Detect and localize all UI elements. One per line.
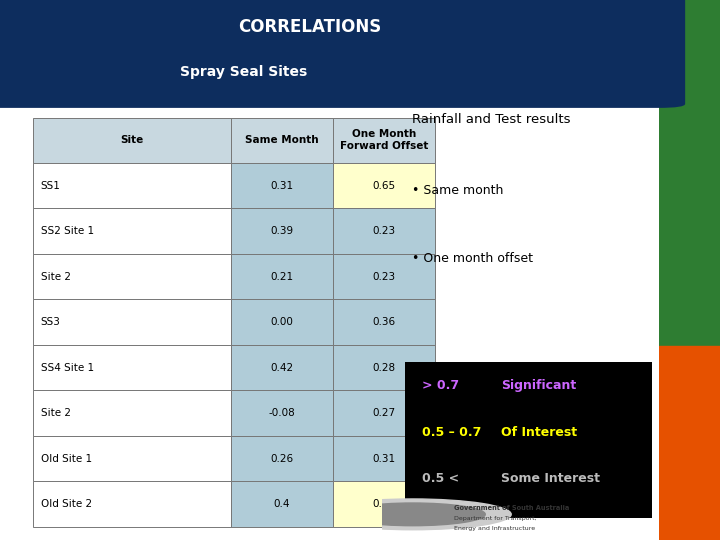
Text: 0.4: 0.4 [274,499,290,509]
Bar [230,390,333,436]
Text: Site 2: Site 2 [41,408,71,418]
Text: Old Site 2: Old Site 2 [41,499,92,509]
Bar [230,163,333,208]
Text: -0.08: -0.08 [269,408,295,418]
Circle shape [314,499,511,530]
Bar [230,208,333,254]
Text: Government of South Australia: Government of South Australia [454,505,570,511]
Text: SS1: SS1 [41,181,60,191]
Text: 0.36: 0.36 [372,317,395,327]
Text: 0.21: 0.21 [270,272,293,282]
Text: 0.65: 0.65 [372,181,395,191]
Bar [333,254,435,299]
Text: SS2 Site 1: SS2 Site 1 [41,226,94,236]
Text: 0.42: 0.42 [270,363,293,373]
Bar [230,345,333,390]
Bar [230,481,333,527]
Bar [33,345,230,390]
Bar [33,118,230,163]
Bar [33,390,230,436]
Bar [333,208,435,254]
Bar [659,0,720,346]
Bar [33,481,230,527]
Text: Rainfall and Test results: Rainfall and Test results [412,113,570,126]
Text: Of Interest: Of Interest [500,426,577,438]
Bar [33,163,230,208]
Text: • One month offset: • One month offset [412,252,533,265]
Bar [33,436,230,481]
Bar [230,254,333,299]
Text: Old Site 1: Old Site 1 [41,454,92,463]
Text: Department for Transport,: Department for Transport, [454,516,537,522]
Text: SS3: SS3 [41,317,60,327]
Text: Site: Site [120,135,143,145]
Bar [333,436,435,481]
Bar [230,299,333,345]
Bar [230,436,333,481]
Text: Spray Seal Sites: Spray Seal Sites [180,65,307,79]
Text: Some Interest: Some Interest [500,472,600,485]
FancyBboxPatch shape [0,0,685,108]
Text: Significant: Significant [500,380,576,393]
Text: Site 2: Site 2 [41,272,71,282]
Text: 0.31: 0.31 [270,181,293,191]
Bar [333,118,435,163]
Text: 0.31: 0.31 [372,454,395,463]
Text: 0.39: 0.39 [270,226,293,236]
Bar [230,118,333,163]
Text: 0.23: 0.23 [372,226,395,236]
Text: 0.58: 0.58 [372,499,395,509]
Text: 0.5 – 0.7: 0.5 – 0.7 [422,426,481,438]
Text: 0.00: 0.00 [270,317,293,327]
Bar [33,208,230,254]
Text: 0.23: 0.23 [372,272,395,282]
Text: Energy and Infrastructure: Energy and Infrastructure [454,526,535,531]
Bar [333,163,435,208]
Text: 0.27: 0.27 [372,408,395,418]
Circle shape [340,503,485,526]
Text: 0.26: 0.26 [270,454,293,463]
Text: 0.5 <: 0.5 < [422,472,459,485]
Bar [333,299,435,345]
Bar [333,481,435,527]
Bar [33,254,230,299]
Text: SS4 Site 1: SS4 Site 1 [41,363,94,373]
Bar [405,362,652,518]
Text: 0.28: 0.28 [372,363,395,373]
Text: One Month
Forward Offset: One Month Forward Offset [340,129,428,151]
Text: • Same month: • Same month [412,184,503,197]
Bar [659,346,720,540]
Text: Same Month: Same Month [245,135,318,145]
Bar [333,390,435,436]
Text: > 0.7: > 0.7 [422,380,459,393]
Bar [33,299,230,345]
Text: CORRELATIONS: CORRELATIONS [238,18,382,36]
Bar [333,345,435,390]
